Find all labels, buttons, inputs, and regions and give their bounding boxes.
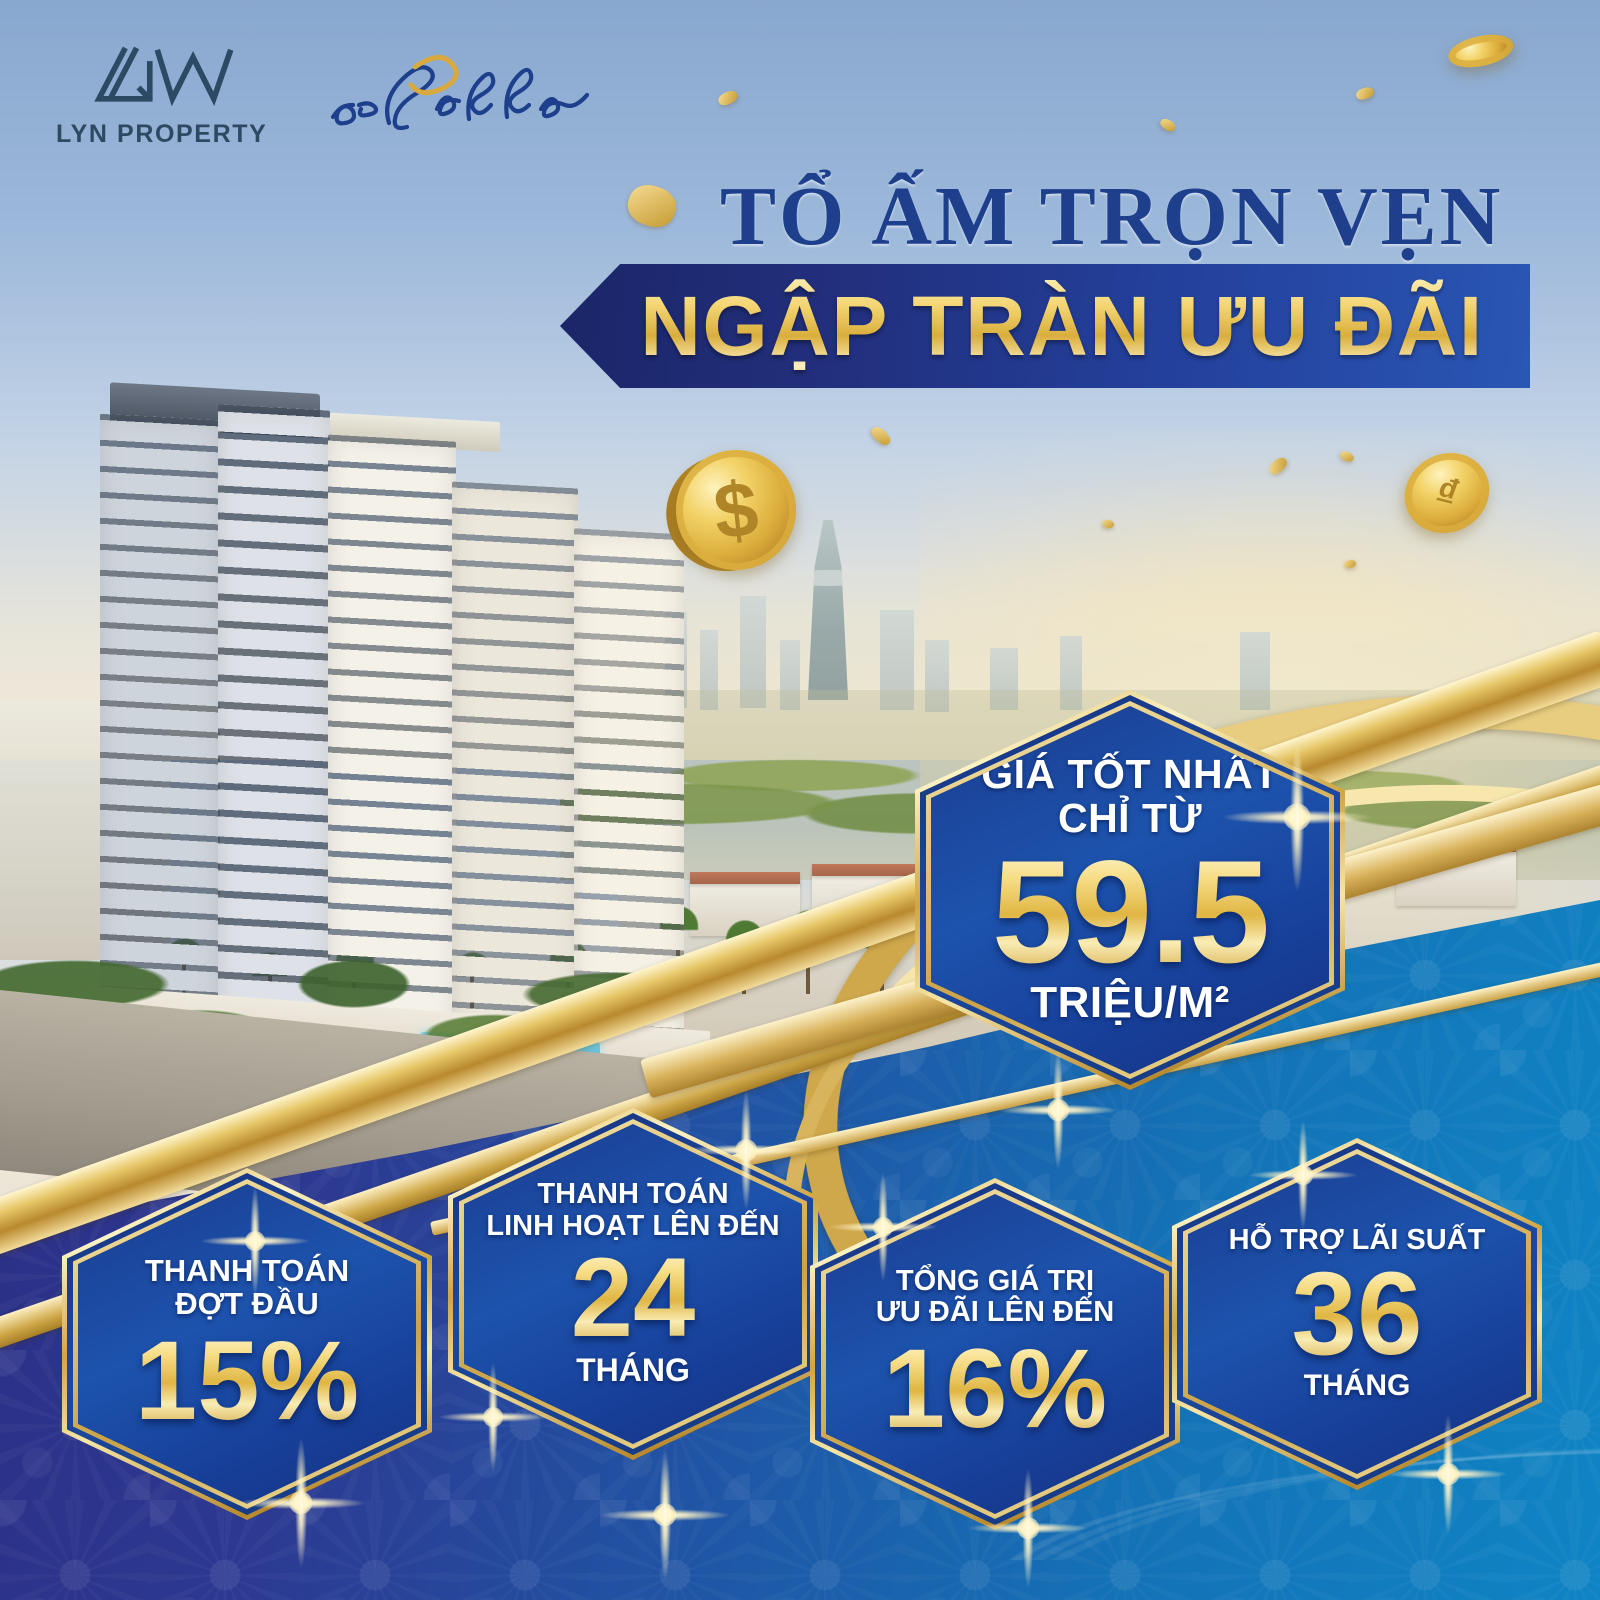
offer-value: 36 [1291,1248,1423,1381]
offer-label-2: ĐỢT ĐẦU [175,1286,319,1322]
headline-line-1: TỔ ẤM TRỌN VẸN [720,170,1504,263]
headline-ribbon-banner [560,264,1530,388]
offer-value: 24 [570,1235,696,1361]
offer-label-1: THANH TOÁN [144,1252,350,1288]
badge-content: THANH TOÁN LINH HOẠT LÊN ĐẾN 24 THÁNG [464,1124,802,1444]
price-badge-label-2: CHỈ TỪ [1057,794,1203,841]
palm-tree-icon [880,934,884,996]
price-badge[interactable]: GIÁ TỐT NHẤT CHỈ TỪ 59.5 TRIỆU/M² [915,690,1345,1090]
badge-content: TỔNG GIÁ TRỊ ƯU ĐÃI LÊN ĐẾN 16% [826,1194,1164,1514]
offer-unit: THÁNG [1303,1369,1411,1403]
price-badge-unit: TRIỆU/M² [1030,978,1230,1028]
de-capella-logo[interactable] [319,47,619,148]
lyn-property-wordmark: LYN PROPERTY [56,120,268,148]
skyline-tower [740,596,766,708]
lyn-property-logo[interactable]: LYN PROPERTY [56,40,267,149]
offer-label-1: TỔNG GIÁ TRỊ [895,1264,1095,1297]
headline-line-2: NGẬP TRÀN ƯU ĐÃI [560,264,1530,388]
badge-content: HỖ TRỢ LÃI SUẤT 36 THÁNG [1188,1154,1526,1474]
villa-roof [690,872,800,884]
offer-label-1: HỖ TRỢ LÃI SUẤT [1228,1223,1486,1256]
price-badge-label-1: GIÁ TỐT NHẤT [981,750,1279,797]
offer-label-2: ƯU ĐÃI LÊN ĐẾN [875,1296,1115,1329]
offer-label-1: THANH TOÁN [537,1178,729,1211]
badge-content: THANH TOÁN ĐỢT ĐẦU 15% [78,1184,416,1504]
offer-unit: THÁNG [576,1351,690,1388]
offer-value: 16% [882,1325,1108,1451]
villa-roof [812,864,932,876]
price-badge-value: 59.5 [991,830,1270,994]
offer-value: 15% [134,1317,360,1443]
brand-logo-group: LYN PROPERTY [56,40,619,149]
de-capella-script-logo [331,55,590,131]
offer-label-2: LINH HOẠT LÊN ĐẾN [486,1209,780,1242]
lyn-monogram-icon [93,46,234,107]
